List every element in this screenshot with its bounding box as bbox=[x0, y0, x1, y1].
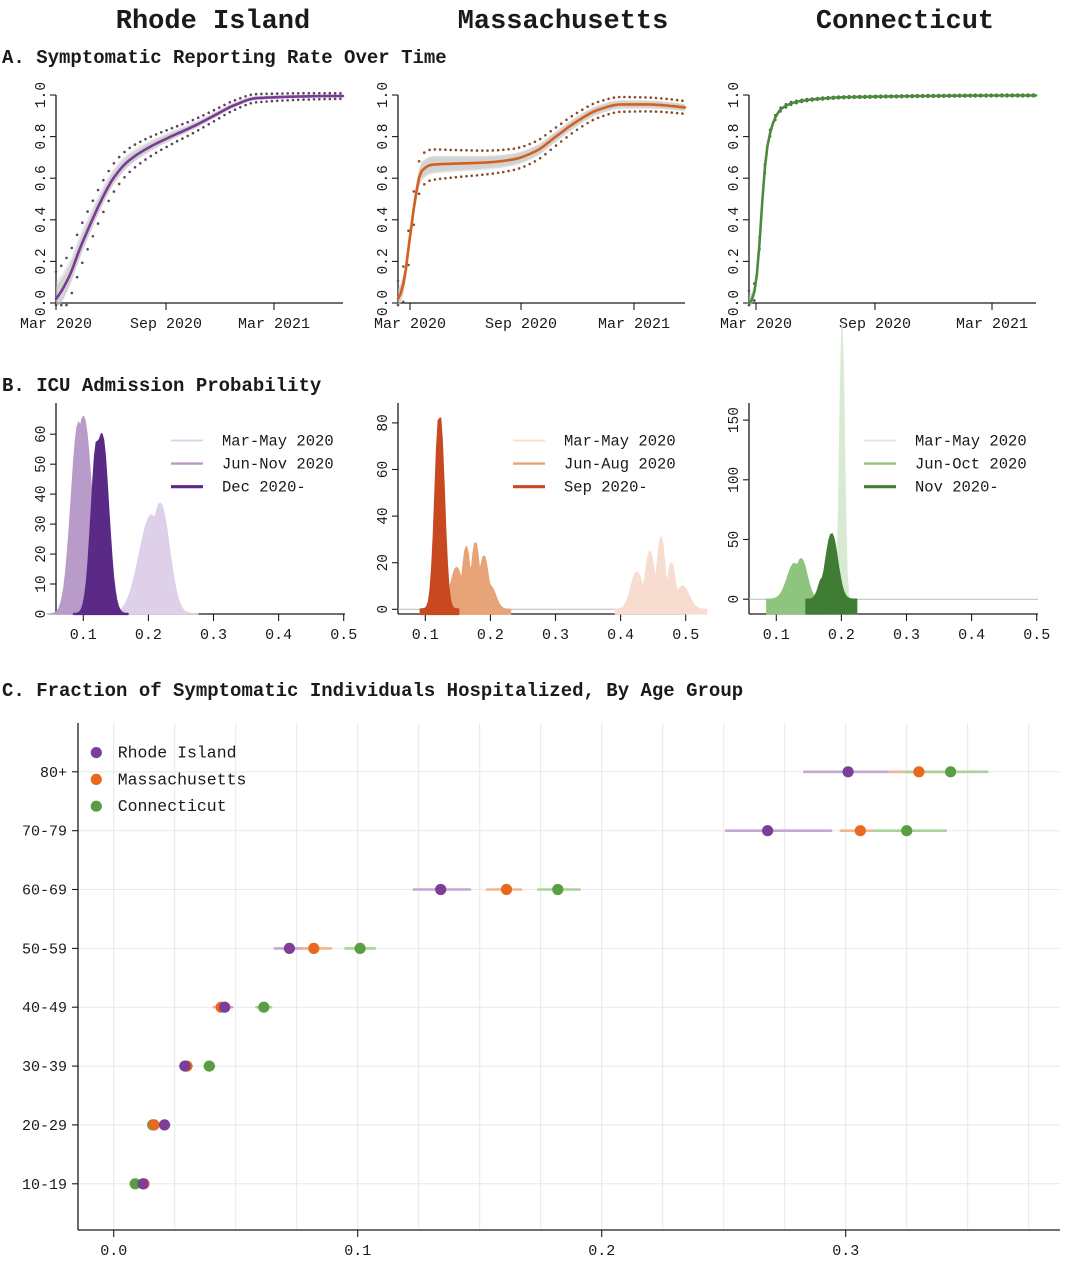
svg-text:0.1: 0.1 bbox=[763, 627, 790, 644]
svg-text:40: 40 bbox=[34, 485, 50, 502]
svg-text:80+: 80+ bbox=[40, 765, 67, 782]
svg-text:Sep 2020: Sep 2020 bbox=[485, 316, 557, 333]
svg-text:0.4: 0.4 bbox=[34, 207, 50, 233]
svg-text:0.6: 0.6 bbox=[727, 165, 743, 191]
svg-text:0.3: 0.3 bbox=[200, 627, 227, 644]
svg-text:150: 150 bbox=[727, 407, 743, 433]
svg-text:1.0: 1.0 bbox=[376, 82, 392, 108]
svg-text:0.1: 0.1 bbox=[70, 627, 97, 644]
svg-text:Connecticut: Connecticut bbox=[118, 797, 227, 816]
svg-text:0.3: 0.3 bbox=[542, 627, 569, 644]
svg-text:20-29: 20-29 bbox=[22, 1118, 67, 1135]
svg-text:Jun-Oct 2020: Jun-Oct 2020 bbox=[915, 456, 1027, 474]
svg-text:70-79: 70-79 bbox=[22, 824, 67, 841]
svg-text:1.0: 1.0 bbox=[34, 82, 50, 108]
svg-text:20: 20 bbox=[376, 554, 392, 571]
svg-text:Massachusetts: Massachusetts bbox=[118, 770, 247, 789]
svg-text:0.6: 0.6 bbox=[376, 165, 392, 191]
svg-text:0.4: 0.4 bbox=[265, 627, 292, 644]
svg-text:Jun-Aug 2020: Jun-Aug 2020 bbox=[564, 456, 676, 474]
svg-text:60-69: 60-69 bbox=[22, 883, 67, 900]
svg-text:Mar 2020: Mar 2020 bbox=[20, 316, 92, 333]
svg-text:0.4: 0.4 bbox=[727, 207, 743, 233]
svg-text:0.0: 0.0 bbox=[727, 290, 743, 316]
svg-text:0.0: 0.0 bbox=[34, 290, 50, 316]
svg-text:0.2: 0.2 bbox=[135, 627, 162, 644]
svg-text:0.2: 0.2 bbox=[828, 627, 855, 644]
svg-text:0.2: 0.2 bbox=[588, 1243, 615, 1260]
svg-text:Mar-May 2020: Mar-May 2020 bbox=[915, 433, 1027, 451]
svg-text:0.4: 0.4 bbox=[607, 627, 634, 644]
svg-text:0.3: 0.3 bbox=[893, 627, 920, 644]
svg-text:Dec 2020-: Dec 2020- bbox=[222, 479, 306, 497]
svg-text:0.6: 0.6 bbox=[34, 165, 50, 191]
svg-text:0.1: 0.1 bbox=[344, 1243, 371, 1260]
svg-text:0.4: 0.4 bbox=[376, 207, 392, 233]
svg-text:60: 60 bbox=[34, 425, 50, 442]
svg-text:Sep 2020: Sep 2020 bbox=[130, 316, 202, 333]
svg-text:0.5: 0.5 bbox=[330, 627, 357, 644]
svg-text:Rhode Island: Rhode Island bbox=[118, 744, 237, 763]
svg-text:Mar-May 2020: Mar-May 2020 bbox=[564, 433, 676, 451]
svg-text:Mar 2020: Mar 2020 bbox=[720, 316, 792, 333]
svg-text:Rhode Island: Rhode Island bbox=[116, 7, 310, 37]
svg-text:B. ICU Admission Probability: B. ICU Admission Probability bbox=[2, 375, 322, 397]
svg-text:80: 80 bbox=[376, 414, 392, 431]
svg-text:1.0: 1.0 bbox=[727, 82, 743, 108]
svg-text:Massachusetts: Massachusetts bbox=[458, 7, 669, 37]
svg-text:0.2: 0.2 bbox=[727, 248, 743, 274]
svg-text:0.4: 0.4 bbox=[958, 627, 985, 644]
svg-text:Mar 2020: Mar 2020 bbox=[374, 316, 446, 333]
svg-text:20: 20 bbox=[34, 545, 50, 562]
svg-text:0: 0 bbox=[727, 595, 743, 604]
svg-text:30-39: 30-39 bbox=[22, 1059, 67, 1076]
svg-text:0.8: 0.8 bbox=[34, 124, 50, 150]
svg-text:0.5: 0.5 bbox=[672, 627, 699, 644]
svg-text:40-49: 40-49 bbox=[22, 1000, 67, 1017]
svg-text:Nov 2020-: Nov 2020- bbox=[915, 479, 999, 497]
svg-text:30: 30 bbox=[34, 515, 50, 532]
svg-text:Mar 2021: Mar 2021 bbox=[598, 316, 670, 333]
svg-text:10-19: 10-19 bbox=[22, 1177, 67, 1194]
svg-text:0.5: 0.5 bbox=[1023, 627, 1050, 644]
svg-text:0.0: 0.0 bbox=[100, 1243, 127, 1260]
svg-text:0.2: 0.2 bbox=[477, 627, 504, 644]
svg-text:Sep 2020: Sep 2020 bbox=[839, 316, 911, 333]
svg-text:0: 0 bbox=[376, 605, 392, 614]
svg-text:10: 10 bbox=[34, 575, 50, 592]
svg-text:0.8: 0.8 bbox=[727, 124, 743, 150]
svg-text:50: 50 bbox=[727, 531, 743, 548]
svg-text:A. Symptomatic Reporting Rate: A. Symptomatic Reporting Rate Over Time bbox=[2, 47, 447, 69]
svg-text:0.2: 0.2 bbox=[34, 248, 50, 274]
svg-text:50: 50 bbox=[34, 455, 50, 472]
svg-text:0.1: 0.1 bbox=[412, 627, 439, 644]
svg-text:Mar 2021: Mar 2021 bbox=[956, 316, 1028, 333]
svg-text:0.3: 0.3 bbox=[832, 1243, 859, 1260]
svg-text:0.8: 0.8 bbox=[376, 124, 392, 150]
svg-text:Jun-Nov 2020: Jun-Nov 2020 bbox=[222, 456, 334, 474]
svg-text:50-59: 50-59 bbox=[22, 941, 67, 958]
svg-text:Mar 2021: Mar 2021 bbox=[238, 316, 310, 333]
svg-text:Connecticut: Connecticut bbox=[816, 7, 994, 37]
svg-text:0.0: 0.0 bbox=[376, 290, 392, 316]
svg-text:Sep 2020-: Sep 2020- bbox=[564, 479, 648, 497]
svg-text:40: 40 bbox=[376, 507, 392, 524]
svg-text:100: 100 bbox=[727, 467, 743, 493]
svg-text:C. Fraction of Symptomatic Ind: C. Fraction of Symptomatic Individuals H… bbox=[2, 680, 743, 702]
svg-text:60: 60 bbox=[376, 461, 392, 478]
svg-text:Mar-May 2020: Mar-May 2020 bbox=[222, 433, 334, 451]
svg-text:0.2: 0.2 bbox=[376, 248, 392, 274]
